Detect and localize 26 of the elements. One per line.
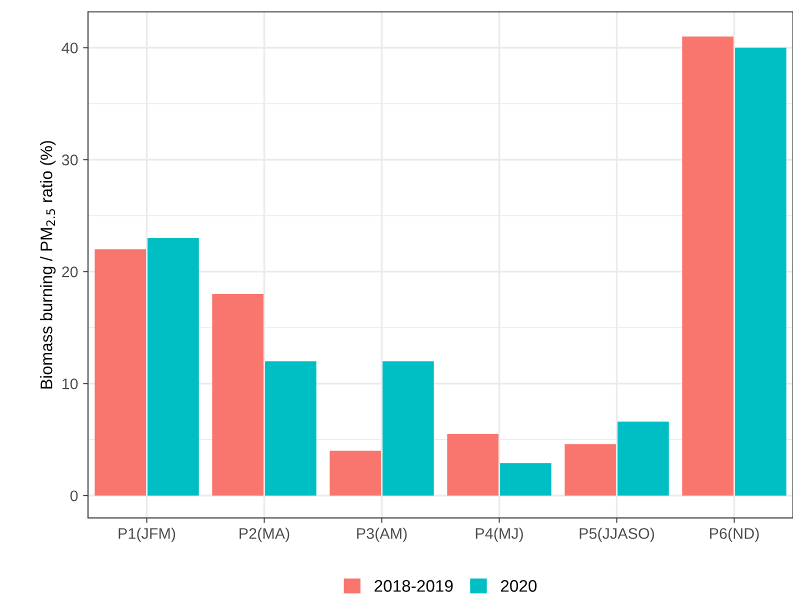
legend-label: 2020: [500, 580, 537, 592]
bar: [682, 36, 734, 496]
x-tick-label: P2(MA): [240, 528, 290, 542]
bar: [564, 444, 616, 496]
bar: [447, 434, 498, 496]
bar: [265, 361, 316, 496]
y-tick-label: 20: [62, 266, 78, 278]
legend-label: 2018-2019: [374, 580, 453, 592]
bar: [330, 450, 381, 496]
y-tick-label: 40: [62, 42, 78, 54]
x-tick-label: P6(ND): [710, 528, 759, 542]
x-tick-label: P1(JFM): [118, 528, 176, 542]
bar: [94, 249, 146, 496]
y-tick-label: 10: [62, 378, 78, 390]
x-tick-label: P3(AM): [357, 528, 407, 542]
y-tick-label: 30: [62, 154, 78, 166]
x-tick-label: P4(MJ): [476, 528, 523, 542]
bar: [148, 238, 199, 496]
bar: [500, 463, 552, 496]
y-axis-title: Biomass burning / PM$_{2.5}$ ratio (%): [40, 141, 56, 388]
bar: [735, 48, 786, 496]
y-tick-label: 0: [70, 490, 78, 502]
bar: [212, 294, 264, 496]
x-tick-label: P5(JJASO): [580, 528, 654, 542]
bar: [618, 422, 669, 496]
bar: [382, 361, 434, 496]
